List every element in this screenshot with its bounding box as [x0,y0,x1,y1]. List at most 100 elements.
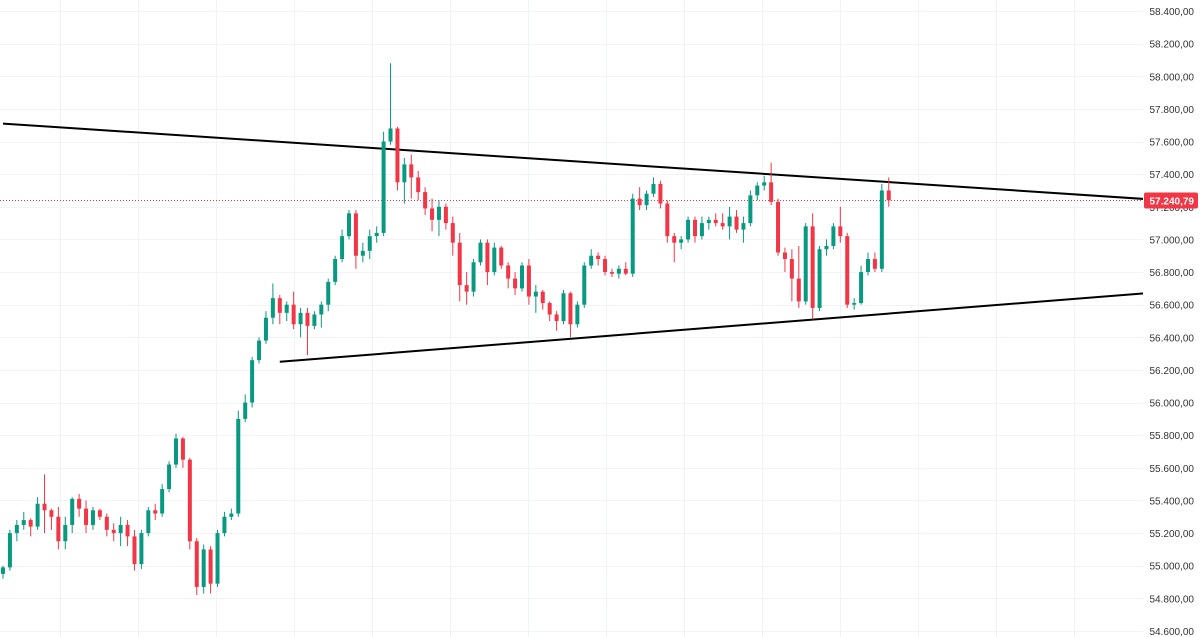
candle-body [727,216,732,227]
candle [187,458,192,550]
candle-body [229,513,234,517]
candle [360,242,365,263]
candle-body [568,293,573,325]
candle-body [436,206,441,220]
candle [208,546,213,594]
candle-body [886,190,891,201]
candle-body [450,223,455,243]
candle-body [180,438,185,460]
chart-grid [0,0,1143,637]
candle-body [506,265,511,279]
trendlines [2,122,1166,363]
candle-body [430,208,435,220]
candle-body [817,249,822,308]
candle-body [187,459,192,542]
candle-body [104,516,109,530]
candle [651,177,656,197]
price-axis[interactable]: 58.400,00 58.200,00 58.000,00 57.800,00 57.6… [1143,0,1200,637]
candle-body [845,236,850,305]
candle [250,356,255,408]
y-tick-label: 57.000,00 [1150,235,1195,246]
candle [679,236,684,250]
candle [886,177,891,207]
candle [77,493,82,517]
candle-body [284,304,289,313]
candle [852,298,857,310]
candle [630,193,635,277]
candle-body [1,567,5,574]
candle-body [651,183,656,194]
candle-body [824,245,829,250]
candle [699,216,704,240]
candle-body [665,203,670,237]
candle [478,239,483,266]
candle-body [215,533,220,584]
candle [568,291,573,338]
candle-body [153,510,158,514]
candle-body [866,259,870,273]
candle [263,311,268,344]
y-tick-label: 55.200,00 [1150,529,1195,540]
candle [845,232,850,308]
candle [70,497,75,534]
y-tick-label: 58.000,00 [1150,72,1195,83]
candle [125,520,130,547]
candle [589,249,594,269]
candle-body [42,503,47,511]
candle-body [367,236,372,251]
candle-body [879,190,884,269]
candle [7,529,12,571]
candle-body [589,255,594,266]
candle [831,223,836,250]
price-axis-background [1143,0,1200,637]
y-tick-label: 56.600,00 [1150,301,1195,312]
candle [762,175,767,191]
candle-body [457,242,462,286]
candle [139,529,144,569]
candle [727,206,732,240]
candle-body [720,223,725,227]
candle-body [492,247,497,273]
candle [506,262,511,289]
candle [713,213,718,227]
candle-body [554,314,559,321]
candle-body [416,177,421,193]
candle-body [63,524,68,542]
candle [526,259,531,305]
candle-body [478,242,483,263]
candle-body [312,314,317,326]
candle [201,544,206,594]
candle-body [97,510,102,517]
y-tick-label: 55.000,00 [1150,562,1195,573]
y-tick-label: 57.600,00 [1150,138,1195,149]
candle [499,245,504,269]
last-price-label: 57.240,79 [1150,197,1195,208]
candle-body [139,533,144,565]
candle-body [270,298,275,318]
candle-body [603,259,608,273]
candle-body [28,520,33,527]
candle-body [561,293,566,321]
candle-body [35,503,40,527]
candle-body [77,498,82,509]
candle [132,529,137,571]
candle [90,507,95,530]
candle-body [388,128,393,142]
candle-body [347,213,351,237]
candle [194,538,199,596]
candle [734,210,739,233]
candle-body [326,281,331,305]
candle [706,216,711,230]
candle [582,262,587,308]
last-price-tag-background [1144,192,1198,209]
candle-body [111,529,116,534]
candle-body [381,141,386,233]
candle-body [872,259,877,269]
candle-body [699,223,704,237]
candle [63,516,68,550]
candle-body [616,268,621,274]
candle [492,242,497,276]
candle [257,337,262,364]
candle-body [167,464,172,490]
candle [146,507,151,537]
